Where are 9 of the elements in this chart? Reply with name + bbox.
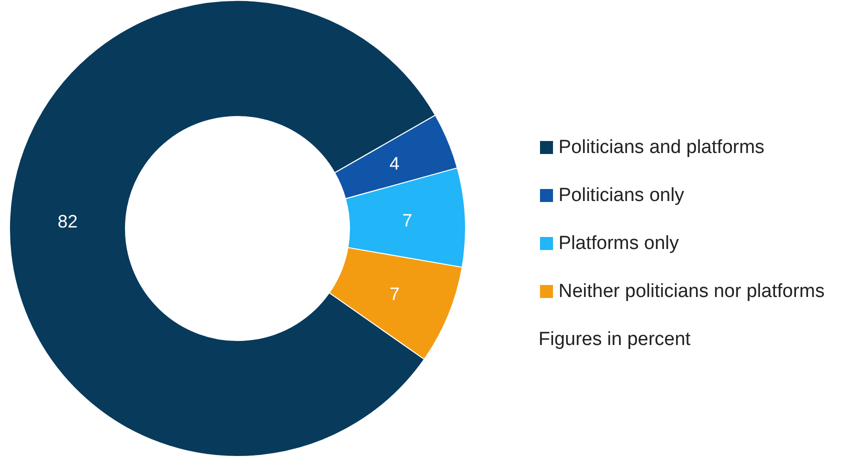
legend-label: Neither politicians nor platforms [558,281,825,302]
legend-label: Politicians only [558,185,685,206]
legend-label: Politicians and platforms [558,137,764,158]
data-label: 7 [402,210,412,231]
text: Figures in percent [538,329,692,350]
data-label: 7 [390,284,400,304]
data-label: 82 [58,211,78,232]
legend-label: Platforms only [558,233,680,254]
data-label: 4 [389,154,400,174]
